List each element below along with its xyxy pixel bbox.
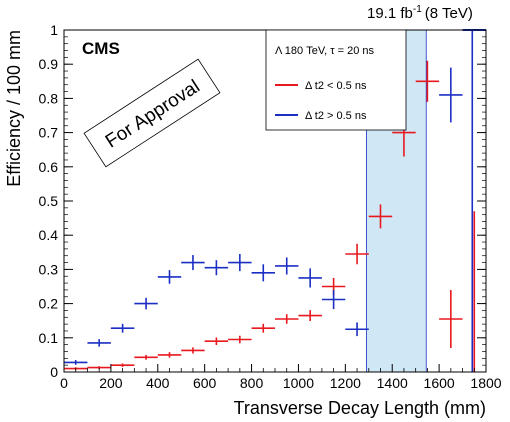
y-tick-label: 0.4	[39, 227, 59, 243]
legend-label-blue: Δ t2 > 0.5 ns	[305, 110, 367, 122]
y-tick-label: 0.2	[39, 296, 59, 312]
y-tick-label: 0	[50, 364, 58, 380]
x-tick-label: 1000	[283, 375, 314, 391]
lumi-energy: (8 TeV)	[425, 5, 473, 22]
lumi-label: 19.1 fb-1 (8 TeV)	[367, 4, 473, 22]
stamp-label: For Approval	[102, 76, 204, 152]
x-tick-label: 1400	[377, 375, 408, 391]
x-tick-label: 200	[99, 375, 123, 391]
lumi-superscript: -1	[413, 4, 422, 15]
x-tick-label: 1600	[424, 375, 455, 391]
legend: Λ 180 TeV, τ = 20 ns Δ t2 < 0.5 ns Δ t2 …	[265, 29, 407, 131]
x-tick-label: 800	[240, 375, 264, 391]
y-axis-title: Efficiency / 100 mm	[4, 30, 24, 187]
series-blue	[64, 67, 463, 365]
lumi-value: 19.1 fb	[367, 5, 413, 22]
y-tick-label: 0.1	[39, 330, 59, 346]
x-axis-title: Transverse Decay Length (mm)	[234, 398, 486, 418]
y-tick-label: 0.7	[39, 125, 59, 141]
y-tick-label: 0.5	[39, 193, 59, 209]
legend-label-red: Δ t2 < 0.5 ns	[305, 80, 367, 92]
experiment-label: CMS	[82, 39, 120, 58]
legend-box	[265, 29, 407, 131]
y-tick-label: 0.9	[39, 56, 59, 72]
stamp-box	[83, 58, 221, 168]
x-tick-label: 0	[60, 375, 68, 391]
y-tick-label: 0.6	[39, 159, 59, 175]
y-tick-label: 0.3	[39, 261, 59, 277]
y-tick-label: 1	[50, 22, 58, 38]
x-tick-label: 600	[193, 375, 217, 391]
y-tick-label: 0.8	[39, 90, 59, 106]
legend-header: Λ 180 TeV, τ = 20 ns	[275, 45, 375, 57]
x-tick-label: 1800	[470, 375, 501, 391]
x-tick-label: 400	[146, 375, 170, 391]
x-tick-label: 1200	[330, 375, 361, 391]
